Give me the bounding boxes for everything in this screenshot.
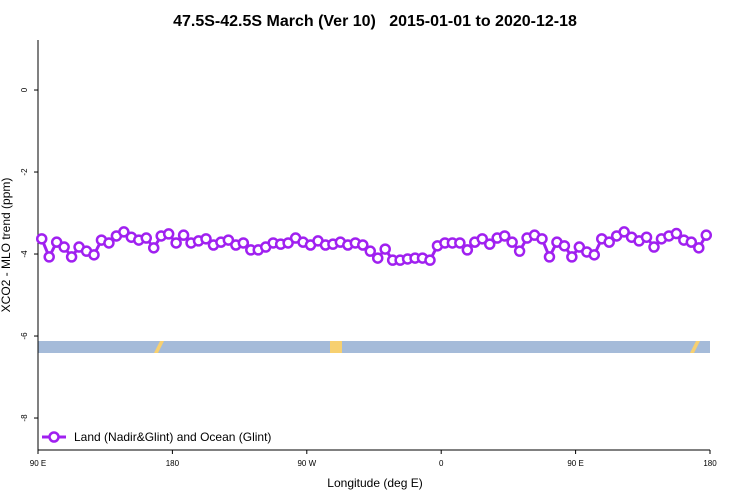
point [88,249,100,261]
point [140,232,153,244]
point [670,227,683,240]
point [536,233,548,245]
point [483,238,496,250]
point [454,237,466,249]
point [147,242,160,254]
point [364,245,377,257]
y-tick-label: -6 [20,332,29,340]
point [648,241,660,253]
y-axis-label: XCO2 - MLO trend (ppm) [0,178,13,313]
point [566,251,578,263]
x-tick-label: 90 E [567,459,583,468]
x-tick-label: 0 [439,459,444,468]
y-tick-label: 0 [20,87,29,92]
point [498,230,511,242]
point [558,240,571,252]
x-tick-label: 90 E [30,459,46,468]
point [603,236,615,248]
x-axis-label: Longitude (deg E) [327,476,422,490]
point [237,237,250,249]
point [162,228,175,240]
y-tick-label: -2 [20,168,29,176]
point [103,237,115,249]
y-tick-label: -4 [20,250,29,258]
land-patch [154,341,164,353]
point [543,251,556,263]
point [640,231,653,243]
y-tick-label: -8 [20,414,29,422]
x-tick-label: 180 [166,459,180,468]
point [424,254,436,266]
point [357,239,369,251]
point [379,243,391,255]
point [618,226,630,238]
chart-title: 47.5S-42.5S March (Ver 10) 2015-01-01 to… [173,13,577,30]
point [476,233,489,245]
point [177,229,190,241]
land-patch [330,341,342,353]
legend-label: Land (Nadir&Glint) and Ocean (Glint) [74,430,271,444]
x-tick-label: 90 W [297,459,316,468]
point [35,233,48,245]
land-patch [690,341,700,353]
point [65,251,78,263]
legend-marker [48,431,60,443]
point [371,252,384,264]
point [43,251,55,263]
point [685,236,698,248]
point [513,245,526,257]
point [693,242,705,254]
point [170,237,182,249]
point [700,229,713,241]
point [118,226,130,238]
point [58,241,70,253]
point [506,236,518,248]
point [461,244,474,256]
point [200,233,212,245]
point [588,249,601,261]
ocean-band [38,341,710,353]
x-tick-label: 180 [703,459,717,468]
